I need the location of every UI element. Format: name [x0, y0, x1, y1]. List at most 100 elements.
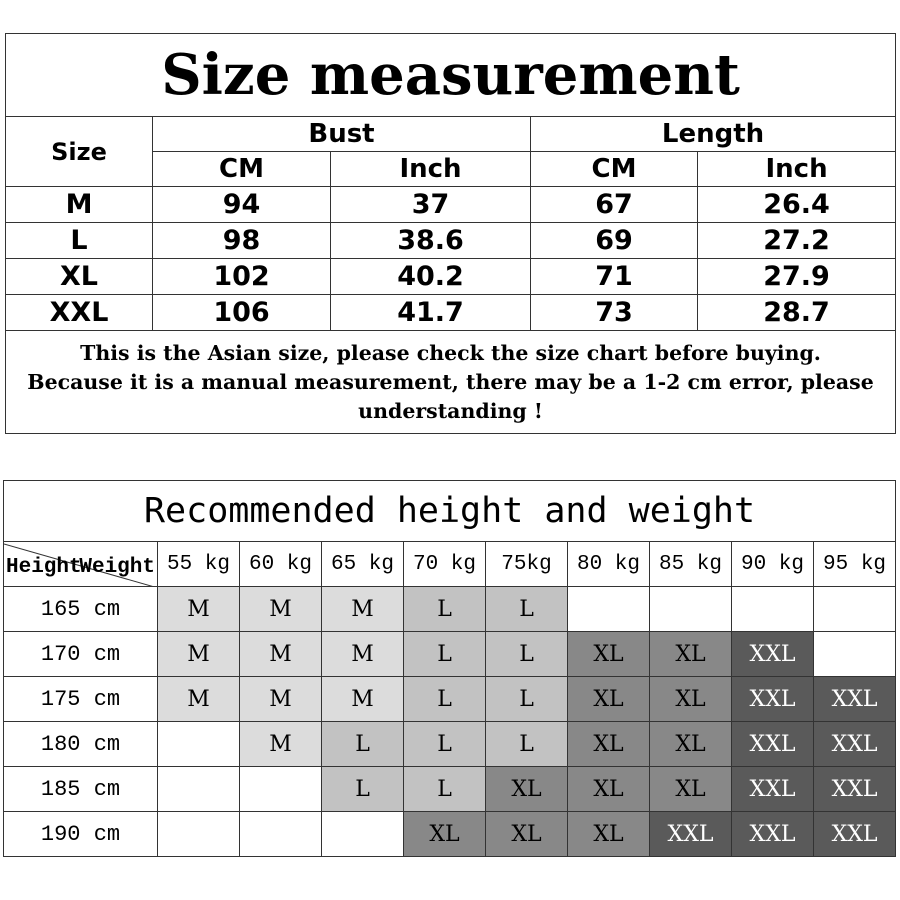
size-recommendation-cell: [731, 586, 814, 632]
bust-inch-cell: 41.7: [330, 294, 531, 331]
size-recommendation-cell: L: [403, 586, 486, 632]
height-weight-corner: Height Weight: [3, 541, 158, 587]
size-recommendation-cell: XXL: [731, 811, 814, 857]
size-recommendation-cell: L: [321, 721, 404, 767]
note-line: This is the Asian size, please check the…: [80, 340, 821, 365]
note-line: understanding !: [358, 398, 543, 423]
height-row: 165 cm M M M L L: [3, 586, 897, 632]
size-recommendation-cell: [157, 721, 240, 767]
length-inch-cell: 27.2: [696, 222, 897, 259]
size-cell: M: [5, 186, 153, 223]
size-recommendation-cell: L: [403, 676, 486, 722]
size-recommendation-cell: [812, 631, 897, 677]
size-recommendation-cell: M: [239, 721, 322, 767]
size-recommendation-cell: XL: [649, 721, 732, 767]
length-cm-cell: 71: [530, 258, 698, 295]
size-recommendation-cell: M: [239, 631, 322, 677]
height-header: 190 cm: [3, 811, 158, 857]
size-recommendation-cell: XL: [567, 811, 650, 857]
weight-header: 75kg: [485, 541, 568, 587]
size-recommendation-cell: XL: [649, 631, 732, 677]
size-recommendation-cell: XL: [567, 676, 650, 722]
size-recommendation-cell: M: [321, 631, 404, 677]
length-header: Length: [529, 116, 897, 152]
height-row: 175 cm M M M L L XL XL XXL XXL: [3, 676, 897, 722]
recommended-size-table: Recommended height and weight Height Wei…: [2, 480, 897, 857]
bust-cm-cell: 94: [152, 186, 331, 223]
weight-header: 60 kg: [239, 541, 322, 587]
size-recommendation-cell: M: [239, 586, 322, 632]
size-recommendation-cell: L: [485, 676, 568, 722]
size-recommendation-cell: XXL: [649, 811, 732, 857]
weight-header: 85 kg: [649, 541, 732, 587]
size-recommendation-cell: L: [485, 721, 568, 767]
height-row: 185 cm L L XL XL XL XXL XXL: [3, 766, 897, 812]
size-recommendation-cell: L: [403, 721, 486, 767]
size-recommendation-cell: XL: [403, 811, 486, 857]
size-recommendation-cell: L: [485, 586, 568, 632]
size-recommendation-cell: XL: [567, 721, 650, 767]
size-cell: XL: [5, 258, 153, 295]
size-recommendation-cell: L: [321, 766, 404, 812]
size-recommendation-cell: [239, 811, 322, 857]
length-cm-cell: 69: [530, 222, 698, 259]
bust-cm-cell: 98: [152, 222, 331, 259]
size-recommendation-cell: M: [157, 586, 240, 632]
bust-inch-header: Inch: [330, 151, 531, 187]
size-recommendation-cell: XXL: [731, 721, 814, 767]
size-recommendation-cell: [157, 811, 240, 857]
size-recommendation-cell: M: [157, 631, 240, 677]
weight-header: 95 kg: [812, 541, 897, 587]
bust-cm-header: CM: [152, 151, 331, 187]
size-row: M 94 37 67 26.4: [5, 186, 897, 223]
size-recommendation-cell: M: [321, 586, 404, 632]
size-recommendation-cell: L: [403, 631, 486, 677]
size-recommendation-cell: XXL: [731, 676, 814, 722]
bust-cm-cell: 106: [152, 294, 331, 331]
size-recommendation-cell: XXL: [731, 631, 814, 677]
weight-header: 90 kg: [731, 541, 814, 587]
size-recommendation-cell: XL: [649, 766, 732, 812]
length-inch-header: Inch: [696, 151, 897, 187]
size-recommendation-cell: XL: [567, 766, 650, 812]
diagonal-divider: [4, 543, 153, 586]
size-recommendation-cell: L: [403, 766, 486, 812]
weight-header: 80 kg: [567, 541, 650, 587]
size-recommendation-cell: M: [239, 676, 322, 722]
height-header: 180 cm: [3, 721, 158, 767]
size-recommendation-cell: XXL: [812, 721, 897, 767]
size-measurement-table: Size measurement Size Bust Length CM Inc…: [4, 33, 897, 434]
height-row: 180 cm M L L L XL XL XXL XXL: [3, 721, 897, 767]
size-cell: L: [5, 222, 153, 259]
size-recommendation-cell: XL: [485, 811, 568, 857]
length-inch-cell: 28.7: [696, 294, 897, 331]
bust-inch-cell: 38.6: [330, 222, 531, 259]
size-recommendation-cell: M: [157, 676, 240, 722]
size-recommendation-cell: [567, 586, 650, 632]
bust-inch-cell: 37: [330, 186, 531, 223]
size-recommendation-cell: XL: [567, 631, 650, 677]
size-recommendation-cell: [157, 766, 240, 812]
bust-header: Bust: [152, 116, 531, 152]
height-header: 170 cm: [3, 631, 158, 677]
size-row: L 98 38.6 69 27.2: [5, 222, 897, 259]
length-inch-cell: 26.4: [696, 186, 897, 223]
weight-header: 70 kg: [403, 541, 486, 587]
size-row: XL 102 40.2 71 27.9: [5, 258, 897, 295]
size-recommendation-cell: [649, 586, 732, 632]
size-note: This is the Asian size, please check the…: [4, 330, 897, 434]
size-row: XXL 106 41.7 73 28.7: [5, 294, 897, 331]
height-label: Height: [6, 556, 82, 579]
height-header: 185 cm: [3, 766, 158, 812]
weight-label: Weight: [79, 556, 155, 579]
bust-cm-cell: 102: [152, 258, 331, 295]
size-recommendation-cell: M: [321, 676, 404, 722]
size-recommendation-cell: XXL: [812, 766, 897, 812]
size-recommendation-cell: XL: [485, 766, 568, 812]
size-recommendation-cell: XL: [649, 676, 732, 722]
height-header: 175 cm: [3, 676, 158, 722]
length-cm-cell: 73: [530, 294, 698, 331]
note-line: Because it is a manual measurement, ther…: [27, 369, 874, 394]
size-recommendation-cell: [321, 811, 404, 857]
height-row: 190 cm XL XL XL XXL XXL XXL: [3, 811, 897, 857]
